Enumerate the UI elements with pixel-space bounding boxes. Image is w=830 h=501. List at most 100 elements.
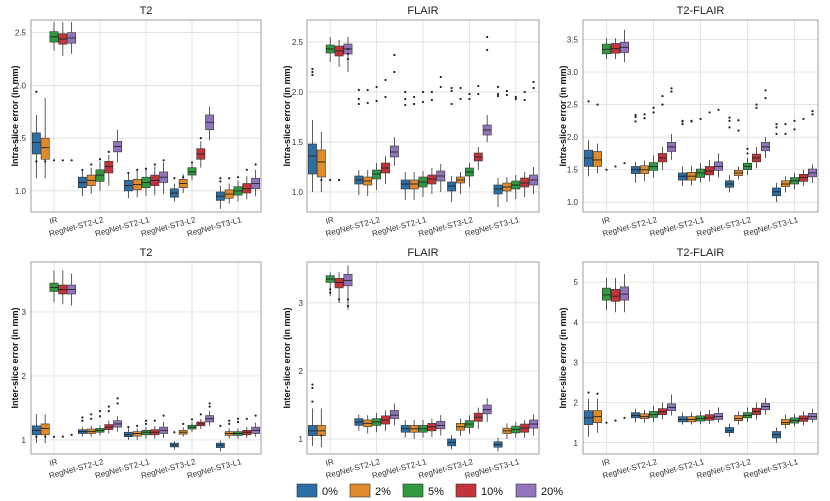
box	[781, 123, 791, 193]
y-tick-label: 2	[22, 372, 27, 381]
box-body	[40, 423, 50, 436]
x-tick-label: RegNet-ST3-L1	[743, 215, 800, 238]
box	[602, 278, 611, 424]
outlier-point	[228, 419, 231, 422]
outlier-point	[90, 417, 93, 420]
series-20%	[67, 22, 261, 197]
series-5%	[325, 37, 521, 199]
panel-title: T2-FLAIR	[677, 5, 725, 17]
box	[790, 119, 799, 190]
x-tick-label: IR	[48, 457, 58, 468]
y-tick-label: 2	[299, 367, 304, 376]
outlier-point	[775, 132, 778, 135]
box	[113, 397, 123, 432]
series-5%	[325, 272, 521, 438]
outlier-point	[450, 86, 453, 90]
series-10%	[334, 40, 530, 197]
box	[316, 408, 326, 448]
box	[619, 274, 629, 419]
box	[657, 95, 667, 170]
outlier-point	[587, 100, 590, 103]
box	[389, 53, 399, 166]
outlier-point	[337, 298, 341, 301]
box	[334, 272, 344, 303]
box	[610, 278, 620, 422]
box	[242, 417, 252, 438]
y-tick-label: 1.5	[15, 134, 27, 143]
outlier-point	[107, 405, 110, 408]
box	[150, 419, 160, 439]
outlier-point	[311, 73, 314, 77]
box	[242, 168, 252, 200]
box-body	[187, 167, 197, 176]
box	[713, 108, 723, 178]
box	[95, 158, 105, 191]
legend-swatch	[455, 483, 477, 498]
outlier-point	[681, 119, 684, 122]
outlier-point	[755, 103, 758, 106]
box-body	[389, 410, 399, 419]
outlier-point	[811, 113, 814, 116]
box	[187, 161, 197, 181]
outlier-point	[245, 168, 248, 171]
box	[593, 103, 603, 173]
legend-item: 2%	[349, 483, 391, 498]
plot-frame	[582, 261, 819, 455]
box	[343, 37, 353, 72]
box	[807, 110, 817, 183]
outlier-point	[793, 128, 796, 131]
series-5%	[602, 38, 799, 190]
outlier-point	[144, 419, 148, 422]
outlier-point	[337, 178, 341, 182]
outlier-point	[245, 417, 248, 420]
series-20%	[343, 265, 539, 436]
box	[86, 413, 96, 437]
outlier-point	[643, 117, 646, 120]
outlier-point	[634, 113, 637, 117]
legend-item: 20%	[515, 483, 563, 498]
outlier-point	[375, 85, 378, 89]
box	[447, 434, 457, 450]
outlier-point	[35, 160, 38, 163]
y-axis-label: Inter-slice error (in mm)	[10, 307, 20, 408]
outlier-point	[746, 152, 749, 155]
outlier-point	[764, 97, 767, 100]
box	[649, 106, 658, 178]
box	[334, 40, 344, 182]
box	[354, 88, 364, 195]
outlier-point	[208, 402, 211, 405]
outlier-point	[357, 97, 360, 101]
box	[790, 413, 799, 427]
outlier-point	[430, 98, 433, 102]
box	[372, 413, 382, 433]
outlier-point	[505, 89, 509, 93]
box	[807, 408, 817, 423]
outlier-point	[107, 410, 110, 413]
outlier-point	[775, 123, 778, 126]
series-0%	[31, 414, 225, 452]
box	[464, 415, 474, 434]
box	[67, 22, 77, 162]
box	[511, 422, 521, 438]
outlier-point	[35, 90, 38, 93]
outlier-point	[587, 391, 590, 394]
outlier-point	[605, 168, 608, 171]
outlier-point	[52, 435, 56, 438]
box	[781, 414, 791, 429]
series-2%	[316, 408, 512, 448]
outlier-point	[634, 120, 637, 123]
box	[447, 86, 457, 202]
legend-swatch	[349, 483, 371, 498]
series-0%	[31, 90, 225, 209]
box	[215, 177, 225, 209]
outlier-point	[450, 89, 453, 93]
box	[40, 98, 50, 179]
panel-title: T2	[140, 5, 153, 17]
box	[409, 95, 419, 200]
series-2%	[593, 392, 791, 433]
outlier-point	[116, 402, 119, 405]
outlier-point	[439, 75, 442, 79]
box	[215, 424, 225, 452]
outlier-point	[404, 90, 407, 94]
